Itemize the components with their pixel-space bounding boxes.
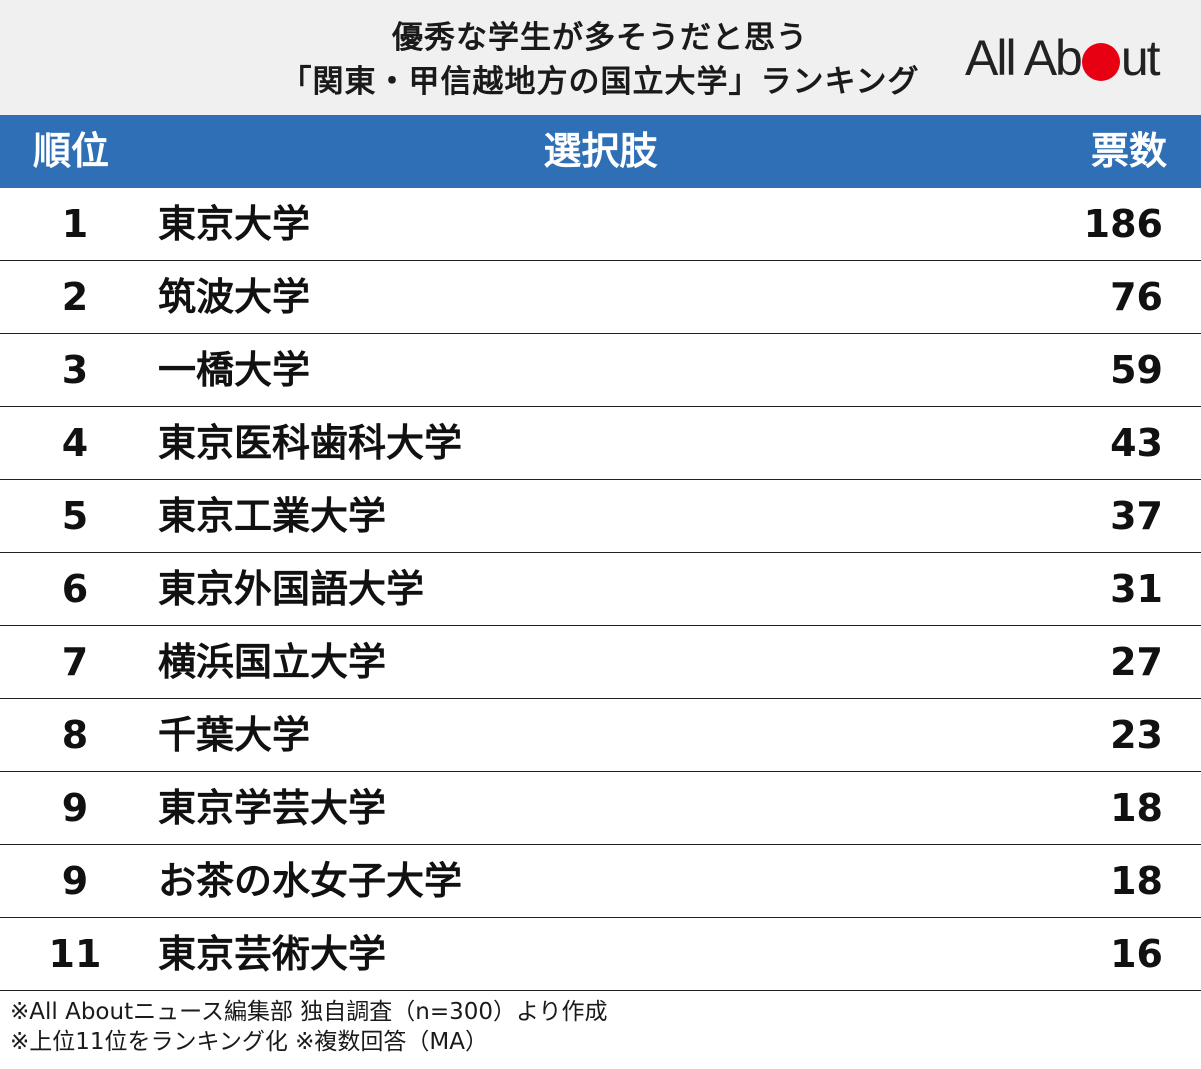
footer-note-source: ※All Aboutニュース編集部 独自調査（n=300）より作成	[10, 999, 608, 1025]
row-votes: 186	[1083, 202, 1163, 246]
row-rank: 11	[48, 932, 102, 976]
row-rank: 9	[61, 859, 89, 903]
table-row: 8 千葉大学 23	[0, 699, 1201, 772]
row-votes: 23	[1110, 713, 1163, 757]
logo-text-left: All Ab	[965, 30, 1083, 86]
row-rank: 2	[61, 275, 89, 319]
page-title: 優秀な学生が多そうだと思う 「関東・甲信越地方の国立大学」ランキング	[240, 16, 960, 104]
table-row: 2 筑波大学 76	[0, 261, 1201, 334]
table-row: 6 東京外国語大学 31	[0, 553, 1201, 626]
row-name: お茶の水女子大学	[158, 859, 463, 903]
ranking-table: 1 東京大学 186 2 筑波大学 76 3 一橋大学 59 4 東京医科歯科大…	[0, 188, 1201, 991]
logo-red-dot-icon	[1081, 43, 1120, 81]
table-header: 選択肢 順位 票数	[0, 115, 1201, 188]
row-votes: 59	[1110, 348, 1163, 392]
row-rank: 1	[61, 202, 89, 246]
row-rank: 3	[61, 348, 89, 392]
row-votes: 16	[1110, 932, 1163, 976]
table-row: 11 東京芸術大学 16	[0, 918, 1201, 991]
row-votes: 76	[1110, 275, 1163, 319]
row-rank: 4	[61, 421, 89, 465]
table-row: 5 東京工業大学 37	[0, 480, 1201, 553]
title-line-2: 「関東・甲信越地方の国立大学」ランキング	[280, 64, 920, 100]
table-row: 3 一橋大学 59	[0, 334, 1201, 407]
row-votes: 37	[1110, 494, 1163, 538]
row-name: 一橋大学	[158, 348, 311, 392]
table-row: 9 お茶の水女子大学 18	[0, 845, 1201, 918]
footer-note-method: ※上位11位をランキング化 ※複数回答（MA）	[10, 1029, 489, 1055]
row-name: 東京大学	[158, 202, 311, 246]
row-name: 横浜国立大学	[158, 640, 387, 684]
row-name: 東京医科歯科大学	[158, 421, 463, 465]
row-rank: 6	[61, 567, 89, 611]
table-row: 7 横浜国立大学 27	[0, 626, 1201, 699]
row-votes: 18	[1110, 786, 1163, 830]
row-name: 東京芸術大学	[158, 932, 387, 976]
row-name: 東京学芸大学	[158, 786, 387, 830]
row-votes: 18	[1110, 859, 1163, 903]
table-row: 4 東京医科歯科大学 43	[0, 407, 1201, 480]
row-name: 東京工業大学	[158, 494, 387, 538]
header-votes: 票数	[1090, 129, 1167, 173]
row-rank: 5	[61, 494, 89, 538]
title-line-1: 優秀な学生が多そうだと思う	[392, 20, 808, 56]
row-rank: 7	[61, 640, 89, 684]
header-choice: 選択肢	[543, 129, 658, 173]
row-name: 東京外国語大学	[158, 567, 425, 611]
header-rank: 順位	[33, 129, 110, 173]
allabout-logo: All Ab ut	[965, 30, 1161, 86]
footer-notes: ※All Aboutニュース編集部 独自調査（n=300）より作成 ※上位11位…	[10, 997, 608, 1057]
row-rank: 8	[61, 713, 89, 757]
header: 優秀な学生が多そうだと思う 「関東・甲信越地方の国立大学」ランキング All A…	[0, 0, 1201, 115]
logo-text-right: ut	[1120, 30, 1161, 86]
row-name: 千葉大学	[158, 713, 311, 757]
row-votes: 27	[1110, 640, 1163, 684]
row-votes: 43	[1110, 421, 1163, 465]
row-name: 筑波大学	[158, 275, 311, 319]
row-rank: 9	[61, 786, 89, 830]
table-row: 9 東京学芸大学 18	[0, 772, 1201, 845]
row-votes: 31	[1110, 567, 1163, 611]
table-row: 1 東京大学 186	[0, 188, 1201, 261]
